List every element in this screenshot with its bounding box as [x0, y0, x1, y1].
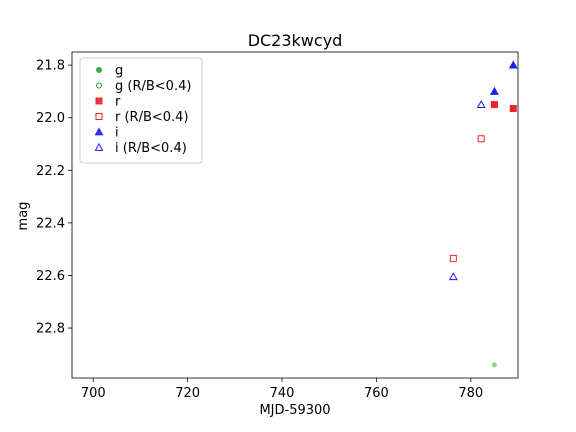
data-point — [448, 272, 458, 281]
axes: 700 720 740 760 780 21.8 22.0 22.2 22.4 22.6 22.8 — [36, 59, 483, 401]
legend-label: i (R/B<0.4) — [115, 141, 187, 156]
x-axis-label: MJD-59300 — [259, 403, 330, 418]
plot-frame — [71, 51, 519, 379]
legend-marker — [95, 113, 103, 120]
y-tick-label: 22.6 — [36, 269, 65, 284]
legend-label: r (R/B<0.4) — [115, 110, 189, 125]
data-point — [491, 362, 497, 368]
data-point — [490, 101, 498, 109]
plot-area — [448, 60, 518, 368]
x-tick-label: 740 — [270, 386, 295, 401]
x-tick-label: 720 — [175, 386, 200, 401]
legend-marker — [94, 142, 104, 151]
data-point — [476, 99, 486, 108]
y-axis-label: mag — [16, 202, 31, 231]
y-tick-label: 22.8 — [36, 322, 65, 337]
legend-marker — [94, 127, 104, 136]
x-tick-label: 760 — [364, 386, 389, 401]
legend-marker — [96, 82, 102, 89]
x-tick-label: 700 — [81, 386, 106, 401]
y-tick-label: 22.4 — [36, 216, 65, 231]
legend-box — [79, 57, 203, 164]
y-tick-label: 22.2 — [36, 164, 65, 179]
legend-label: r — [115, 95, 121, 110]
chart-title: DC23kwcyd — [248, 31, 343, 50]
data-point — [508, 60, 518, 69]
legend-label: g — [115, 64, 123, 79]
y-tick-label: 22.0 — [36, 111, 65, 126]
legend-label: g (R/B<0.4) — [115, 79, 191, 94]
y-tick-label: 21.8 — [36, 59, 65, 74]
x-tick-label: 780 — [458, 386, 483, 401]
data-point — [509, 105, 517, 113]
legend-marker — [96, 67, 102, 73]
data-point — [489, 86, 499, 95]
data-point — [477, 135, 485, 143]
legend: gg (R/B<0.4)rr (R/B<0.4)ii (R/B<0.4) — [79, 57, 203, 164]
legend-label: i — [115, 126, 119, 141]
legend-marker — [95, 97, 103, 105]
data-point — [449, 254, 457, 262]
data-points — [448, 60, 518, 368]
